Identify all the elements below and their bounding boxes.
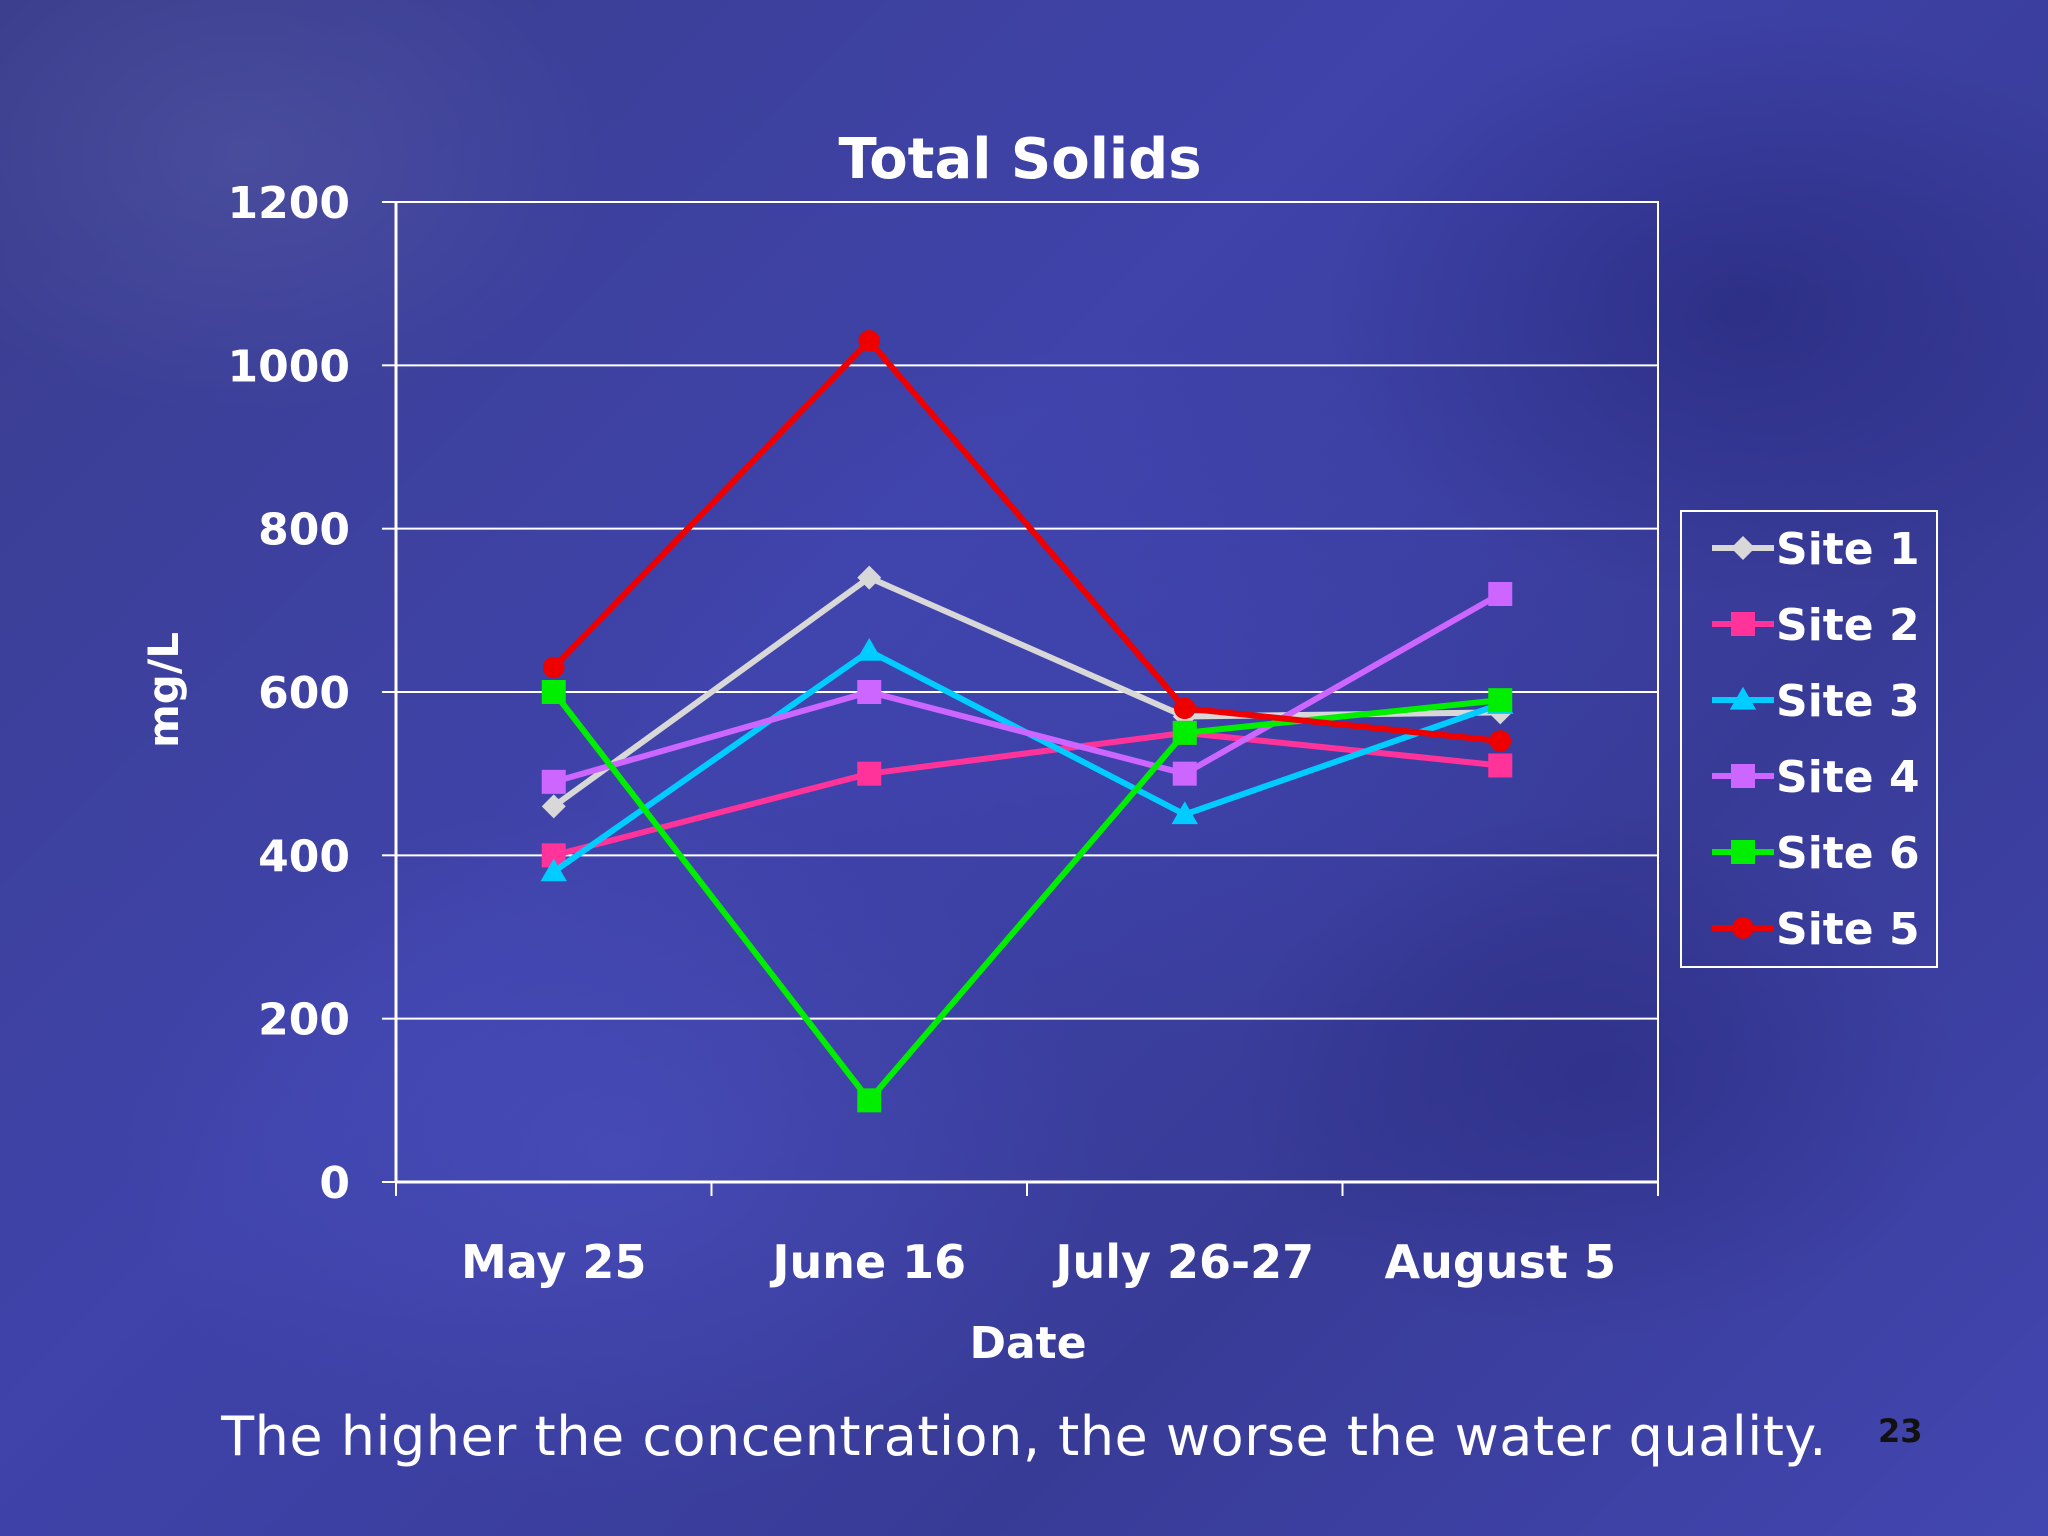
slide-caption: The higher the concentration, the worse … — [221, 1405, 1827, 1468]
data-point — [858, 330, 881, 352]
legend-label: Site 3 — [1776, 676, 1920, 727]
legend-box — [1680, 510, 1938, 968]
data-point — [542, 656, 565, 679]
x-tick-label: June 16 — [769, 1235, 966, 1289]
data-series — [540, 330, 1514, 1113]
data-point — [857, 1088, 882, 1113]
legend-marker — [1732, 917, 1754, 939]
data-point — [857, 680, 882, 704]
x-tick-labels: May 25 June 16 July 26-27 August 5 — [461, 1235, 1616, 1289]
data-point — [541, 794, 566, 819]
x-tick-label: May 25 — [461, 1235, 646, 1289]
y-tick-label: 400 — [258, 831, 350, 882]
data-point — [1488, 688, 1513, 713]
legend-entry: Site 3 — [1712, 676, 1920, 727]
data-point — [541, 680, 566, 704]
legend-marker — [1731, 536, 1755, 560]
y-tick-label: 0 — [319, 1158, 350, 1209]
axes — [382, 201, 1659, 1196]
y-tick-label: 200 — [258, 995, 350, 1046]
data-point — [1172, 761, 1197, 786]
data-point — [856, 637, 883, 661]
legend-entry: Site 5 — [1712, 904, 1920, 955]
legend-marker — [1731, 612, 1755, 636]
data-point — [1488, 753, 1513, 778]
x-tick-label: August 5 — [1385, 1235, 1616, 1289]
legend-label: Site 5 — [1776, 904, 1920, 955]
y-tick-label: 1200 — [228, 178, 350, 229]
legend: Site 1 Site 2 Site 3 Site 4 Site 6 Site 5 — [1712, 524, 1920, 955]
legend-entry: Site 4 — [1712, 752, 1920, 803]
legend-marker — [1731, 840, 1755, 864]
y-tick-labels: 0 200 400 600 800 1000 1200 — [228, 178, 350, 1209]
series-line — [551, 337, 1501, 744]
series-site-6 — [541, 680, 1513, 1113]
data-point — [1172, 720, 1197, 745]
data-point — [857, 761, 882, 786]
series-site-5 — [542, 330, 1512, 752]
page-number: 23 — [1878, 1412, 1923, 1450]
data-point — [541, 769, 566, 794]
series-site-4 — [541, 582, 1513, 794]
legend-entry: Site 2 — [1712, 600, 1920, 651]
legend-label: Site 4 — [1776, 752, 1920, 803]
y-tick-label: 1000 — [228, 341, 350, 392]
legend-entry: Site 6 — [1712, 828, 1920, 879]
legend-label: Site 2 — [1776, 600, 1920, 651]
y-tick-label: 800 — [258, 505, 350, 556]
data-point — [1489, 730, 1512, 752]
chart-title: Total Solids — [838, 127, 1201, 192]
legend-entry: Site 1 — [1712, 524, 1920, 575]
series-line — [552, 591, 1502, 785]
data-point — [540, 858, 567, 882]
series-site-3 — [540, 637, 1514, 882]
legend-marker — [1731, 764, 1755, 788]
legend-label: Site 6 — [1776, 828, 1920, 879]
series-line — [552, 729, 1501, 859]
data-point — [1173, 697, 1196, 720]
x-axis-label: Date — [969, 1318, 1086, 1369]
data-point — [857, 565, 882, 590]
y-axis-label: mg/L — [139, 632, 188, 748]
data-point — [1171, 801, 1198, 825]
data-point — [1488, 582, 1513, 606]
series-line — [552, 648, 1502, 875]
x-tick-label: July 26-27 — [1052, 1235, 1314, 1289]
legend-label: Site 1 — [1776, 524, 1920, 575]
legend-marker — [1729, 686, 1757, 710]
series-line — [551, 690, 1501, 1104]
y-tick-label: 600 — [258, 668, 350, 719]
